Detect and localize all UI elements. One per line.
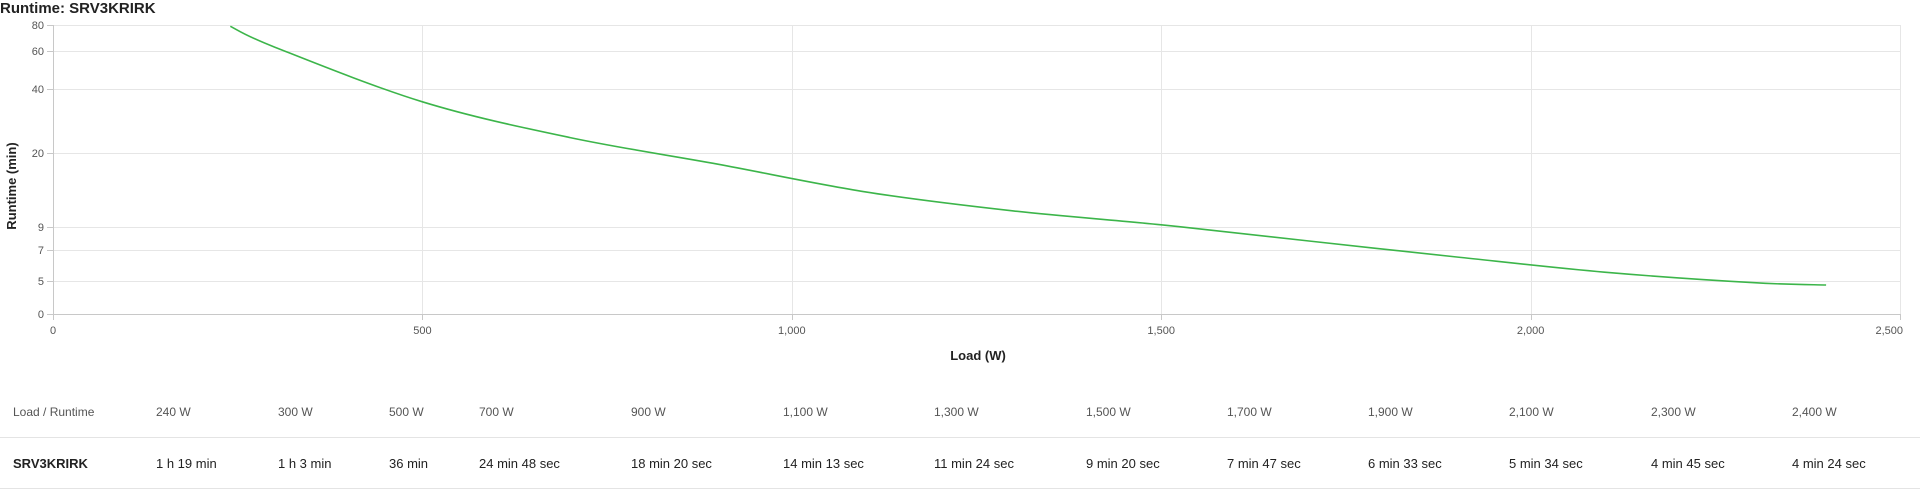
y-tick-label: 40 (32, 84, 44, 96)
table-runtime-cell: 18 min 20 sec (631, 456, 712, 471)
table-load-header: 240 W (156, 405, 191, 419)
table-header-label: Load / Runtime (13, 405, 95, 419)
table-load-header: 2,400 W (1792, 405, 1837, 419)
table-runtime-cell: 36 min (389, 456, 429, 471)
table-runtime-cell: 11 min 24 sec (934, 456, 1014, 471)
y-axis-title: Runtime (min) (4, 142, 19, 229)
x-tick-label: 1,000 (778, 325, 806, 337)
table-runtime-cell: 1 h 3 min (278, 456, 332, 471)
table-load-header: 2,100 W (1509, 405, 1554, 419)
runtime-table: Load / Runtime 240 W 300 W 500 W 700 W 900 W… (0, 388, 1920, 498)
table-runtime-cell: 4 min 45 sec (1651, 456, 1725, 471)
table-load-header: 900 W (631, 405, 666, 419)
table-header-row: Load / Runtime 240 W 300 W 500 W 700 W 900 W… (0, 388, 1920, 438)
table-load-header: 1,500 W (1086, 405, 1131, 419)
y-tick-label: 80 (32, 20, 44, 32)
x-axis-title: Load (W) (950, 348, 1006, 363)
table-runtime-cell: 1 h 19 min (156, 456, 217, 471)
table-load-header: 1,300 W (934, 405, 979, 419)
y-tick-label: 0 (38, 309, 44, 321)
x-tick-label: 500 (413, 325, 431, 337)
table-load-header: 500 W (389, 405, 424, 419)
y-tick-labels: 0 5 7 9 20 40 60 80 (32, 20, 44, 321)
table-runtime-cell: 5 min 34 sec (1509, 456, 1583, 471)
y-tick-label: 9 (38, 222, 44, 234)
x-tick-label: 2,500 (1875, 325, 1903, 337)
axes (47, 25, 1901, 320)
table-runtime-cell: 6 min 33 sec (1368, 456, 1442, 471)
table-runtime-cell: 24 min 48 sec (479, 456, 560, 471)
x-tick-label: 2,000 (1517, 325, 1545, 337)
table-load-header: 1,700 W (1227, 405, 1272, 419)
table-runtime-cell: 9 min 20 sec (1086, 456, 1160, 471)
table-load-header: 300 W (278, 405, 313, 419)
y-tick-label: 60 (32, 46, 44, 58)
table-row: SRV3KRIRK 1 h 19 min 1 h 3 min 36 min 24 mi… (0, 438, 1920, 489)
x-tick-labels: 0 500 1,000 1,500 2,000 2,500 (50, 325, 1903, 337)
table-load-header: 1,100 W (783, 405, 828, 419)
table-runtime-cell: 4 min 24 sec (1792, 456, 1866, 471)
y-tick-label: 20 (32, 148, 44, 160)
chart-title: Runtime: SRV3KRIRK (0, 0, 156, 17)
y-tick-label: 5 (38, 276, 44, 288)
runtime-series-line (229, 25, 1827, 286)
series-layer (229, 25, 1827, 286)
x-tick-label: 0 (50, 325, 56, 337)
table-runtime-cell: 14 min 13 sec (783, 456, 864, 471)
table-load-header: 2,300 W (1651, 405, 1696, 419)
table-load-header: 1,900 W (1368, 405, 1413, 419)
table-load-header: 700 W (479, 405, 514, 419)
table-runtime-cell: 7 min 47 sec (1227, 456, 1301, 471)
table-row-label: SRV3KRIRK (13, 456, 88, 471)
y-tick-label: 7 (38, 245, 44, 257)
runtime-chart: 0 5 7 9 20 40 60 80 0 500 1,000 1,500 2,000 2,500 Ru… (4, 20, 1903, 363)
x-tick-label: 1,500 (1147, 325, 1175, 337)
